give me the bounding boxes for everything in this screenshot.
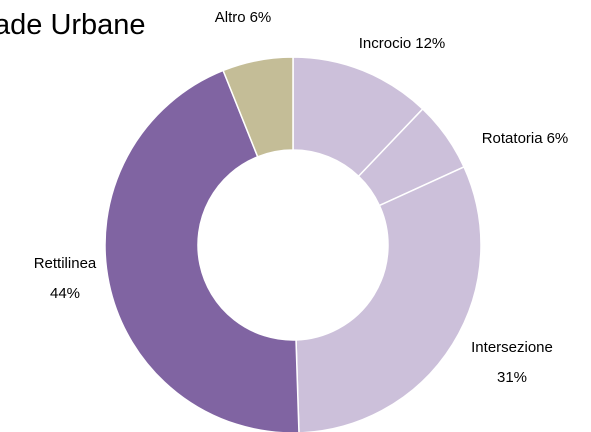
data-label: Altro 6% [215, 9, 272, 26]
label-category: Incrocio [359, 35, 412, 52]
data-label: Intersezione 31% [471, 339, 553, 386]
label-category: Rettilinea [34, 255, 97, 272]
donut-segment [104, 69, 300, 432]
data-label: Incrocio 12% [359, 35, 446, 52]
label-category: Altro [215, 9, 246, 26]
donut-segment [222, 56, 294, 158]
data-label: Rotatoria 6% [482, 130, 569, 147]
label-category: Rotatoria [482, 130, 544, 147]
label-value: 44% [50, 285, 80, 302]
label-value: 12% [415, 35, 445, 52]
donut-segment [295, 165, 482, 432]
label-value: 6% [547, 130, 569, 147]
label-value: 6% [250, 9, 272, 26]
chart-title: ade Urbane [0, 9, 146, 41]
data-label: Rettilinea 44% [34, 255, 97, 302]
label-category: Intersezione [471, 339, 553, 356]
label-value: 31% [497, 369, 527, 386]
